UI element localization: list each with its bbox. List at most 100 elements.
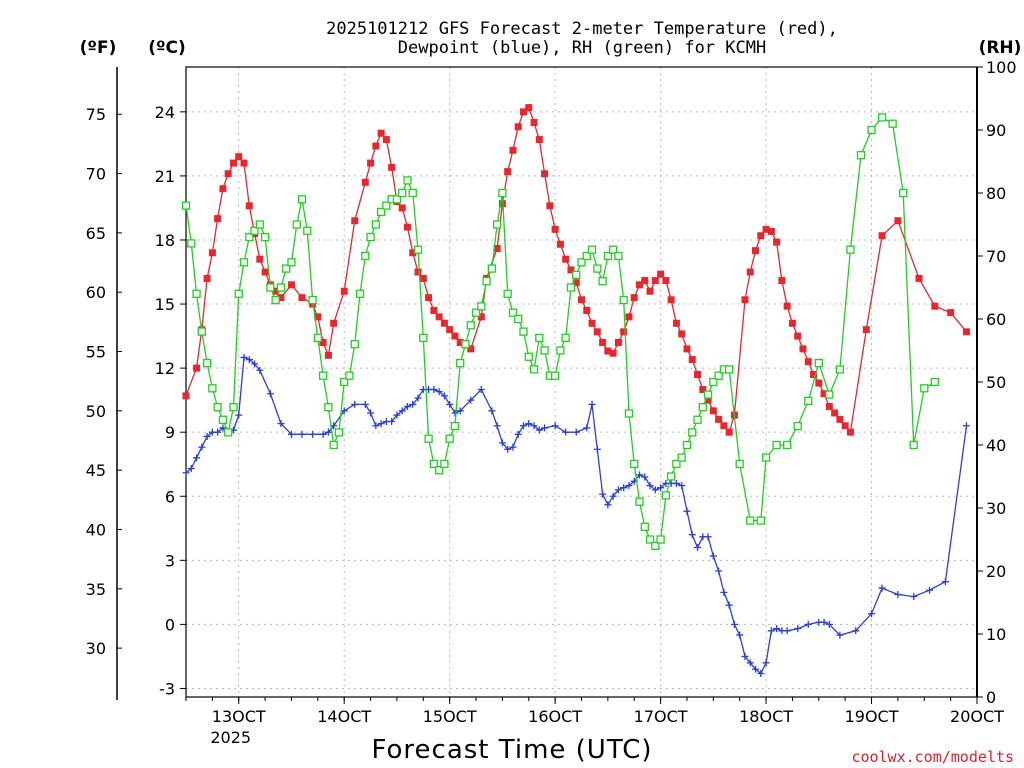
temperature-point xyxy=(235,153,243,161)
dewpoint-point xyxy=(430,385,438,393)
dewpoint-point xyxy=(620,484,628,492)
dewpoint-point xyxy=(251,360,259,368)
x-tick-label: 17OCT xyxy=(634,707,688,726)
rh-point xyxy=(529,365,539,374)
celsius-axis-label: (ºC) xyxy=(148,38,186,58)
temperature-point xyxy=(372,142,380,150)
rh-tick-label: 60 xyxy=(986,310,1006,329)
dewpoint-point xyxy=(541,424,549,432)
dewpoint-point xyxy=(361,400,369,408)
dewpoint-point xyxy=(910,593,918,601)
rh-point xyxy=(434,466,444,475)
temperature-point xyxy=(530,119,538,127)
dewpoint-point xyxy=(340,407,348,415)
rh-tick-label: 50 xyxy=(986,373,1006,392)
dewpoint-point xyxy=(894,590,902,598)
rh-point xyxy=(303,226,312,235)
temperature-point xyxy=(240,159,248,167)
temperature-point xyxy=(214,215,222,223)
temperature-point xyxy=(762,225,770,233)
temperature-point xyxy=(846,428,854,436)
rh-point xyxy=(403,176,412,185)
c-tick-label: -3 xyxy=(159,679,175,698)
x-tick-label: 14OCT xyxy=(317,707,371,726)
temperature-point xyxy=(541,170,549,178)
dewpoint-point xyxy=(646,482,654,490)
temperature-point xyxy=(398,204,406,212)
rh-point xyxy=(682,440,692,450)
temperature-point xyxy=(287,281,295,289)
dewpoint-point xyxy=(377,420,385,428)
rh-axis-label: (RH) xyxy=(979,38,1022,58)
dewpoint-point xyxy=(614,486,622,494)
dewpoint-point xyxy=(182,469,190,477)
dewpoint-line xyxy=(185,356,968,675)
rh-point xyxy=(471,308,481,317)
rh-point xyxy=(899,188,908,198)
rh-point xyxy=(419,333,428,343)
rh-point xyxy=(661,491,671,500)
temperature-point xyxy=(314,313,322,321)
rh-point xyxy=(202,358,212,368)
dewpoint-point xyxy=(219,424,227,432)
dewpoint-point xyxy=(409,400,417,408)
rh-point xyxy=(698,403,707,412)
temperature-point xyxy=(403,223,411,231)
temperature-point xyxy=(778,277,786,285)
temperature-point xyxy=(599,338,607,346)
rh-tick-label: 70 xyxy=(986,247,1006,266)
x-tick-label: 15OCT xyxy=(423,707,477,726)
rh-point xyxy=(535,333,544,343)
temperature-point xyxy=(578,296,585,304)
dewpoint-point xyxy=(746,659,754,667)
dewpoint-point xyxy=(535,426,543,434)
rh-tick-label: 20 xyxy=(986,562,1006,581)
rh-tick-label: 80 xyxy=(986,184,1006,203)
rh-point xyxy=(313,333,322,343)
temperature-point xyxy=(562,255,570,263)
rh-tick-label: 40 xyxy=(986,436,1006,455)
temperature-point xyxy=(662,277,670,285)
temperature-point xyxy=(836,415,844,423)
rh-point xyxy=(276,283,286,292)
rh-point xyxy=(287,258,296,267)
temperature-point xyxy=(783,302,791,310)
f-tick-label: 55 xyxy=(86,343,106,362)
temperature-point xyxy=(636,281,644,289)
rh-point xyxy=(540,346,549,355)
rh-point xyxy=(308,295,317,305)
rh-point xyxy=(324,403,333,412)
dewpoint-point xyxy=(604,501,612,509)
rh-point xyxy=(340,377,349,387)
dewpoint-point xyxy=(198,443,206,451)
source-credit: coolwx.com/modelts xyxy=(851,748,1014,766)
rh-point xyxy=(566,283,576,292)
dewpoint-point xyxy=(926,586,934,594)
temperature-point xyxy=(572,279,580,287)
rh-point xyxy=(297,195,307,204)
temperature-point xyxy=(224,170,232,178)
rh-point xyxy=(624,409,634,418)
dewpoint-point xyxy=(309,430,317,438)
rh-point xyxy=(229,403,238,412)
temperature-point xyxy=(625,313,633,321)
rh-point xyxy=(603,251,613,261)
rh-point xyxy=(630,459,639,469)
dewpoint-point xyxy=(351,400,359,408)
rh-point xyxy=(371,220,380,229)
temperature-point xyxy=(504,168,512,176)
temperature-point xyxy=(915,274,923,282)
rh-point xyxy=(688,428,697,437)
temperature-point xyxy=(525,104,533,112)
rh-point xyxy=(640,522,649,532)
rh-point xyxy=(350,340,359,349)
rh-point xyxy=(608,245,618,254)
dewpoint-point xyxy=(762,659,770,667)
rh-point xyxy=(514,314,523,324)
temperature-point xyxy=(651,277,659,285)
rh-point xyxy=(672,459,681,469)
rh-point xyxy=(413,245,423,254)
dewpoint-point xyxy=(636,471,644,479)
rh-point xyxy=(550,371,560,380)
